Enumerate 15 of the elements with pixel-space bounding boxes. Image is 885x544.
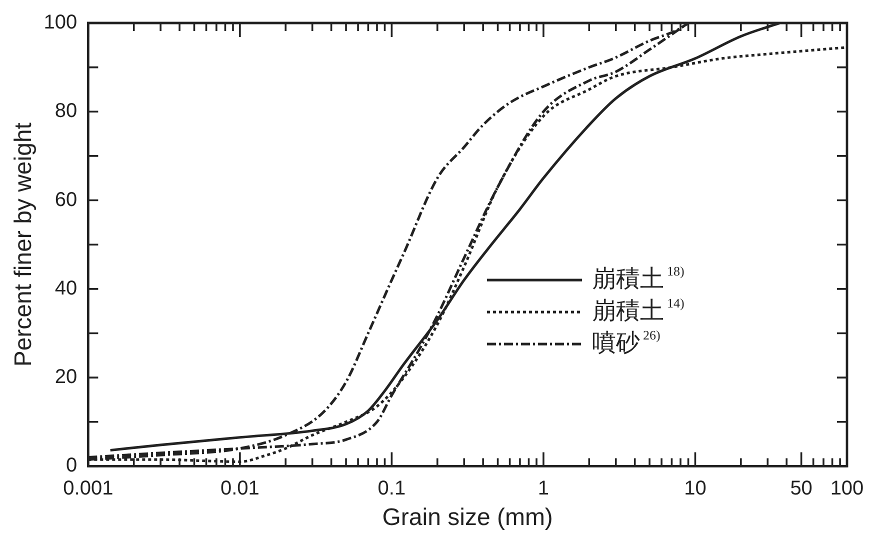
x-tick-label: 100 (830, 478, 864, 500)
y-tick-label: 20 (54, 366, 78, 388)
y-tick-label: 60 (54, 188, 78, 211)
y-tick-label: 40 (54, 277, 78, 300)
x-tick-label: 1 (538, 478, 550, 500)
y-tick-label: 0 (66, 454, 78, 477)
x-tick-label: 0.001 (63, 478, 114, 500)
x-tick-label: 50 (790, 478, 812, 500)
x-tick-label: 0.01 (220, 478, 260, 500)
x-tick-label: 0.1 (378, 478, 406, 500)
y-tick-label: 80 (54, 100, 78, 122)
x-tick-label: 10 (684, 478, 706, 500)
y-axis-title: Percent finer by weight (10, 122, 38, 367)
y-tick-label: 100 (44, 12, 78, 34)
x-axis-title: Grain size (mm) (382, 504, 553, 532)
